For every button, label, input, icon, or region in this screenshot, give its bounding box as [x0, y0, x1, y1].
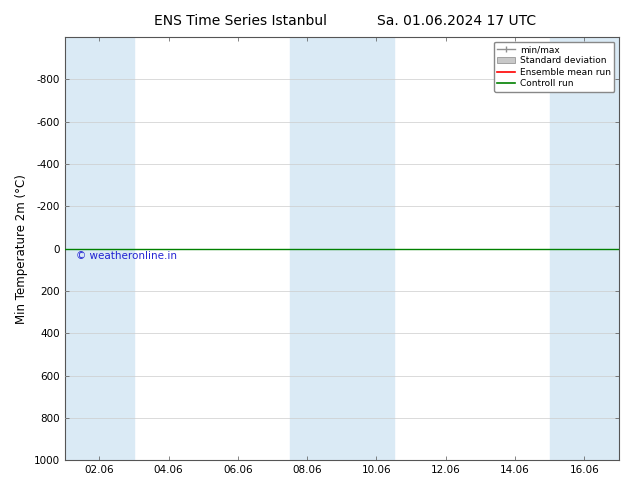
- Bar: [550, 37, 619, 460]
- Legend: min/max, Standard deviation, Ensemble mean run, Controll run: min/max, Standard deviation, Ensemble me…: [494, 42, 614, 92]
- Y-axis label: Min Temperature 2m (°C): Min Temperature 2m (°C): [15, 173, 28, 323]
- Bar: [290, 37, 394, 460]
- Text: ENS Time Series Istanbul: ENS Time Series Istanbul: [155, 14, 327, 28]
- Bar: [65, 37, 134, 460]
- Text: © weatheronline.in: © weatheronline.in: [75, 251, 177, 261]
- Text: Sa. 01.06.2024 17 UTC: Sa. 01.06.2024 17 UTC: [377, 14, 536, 28]
